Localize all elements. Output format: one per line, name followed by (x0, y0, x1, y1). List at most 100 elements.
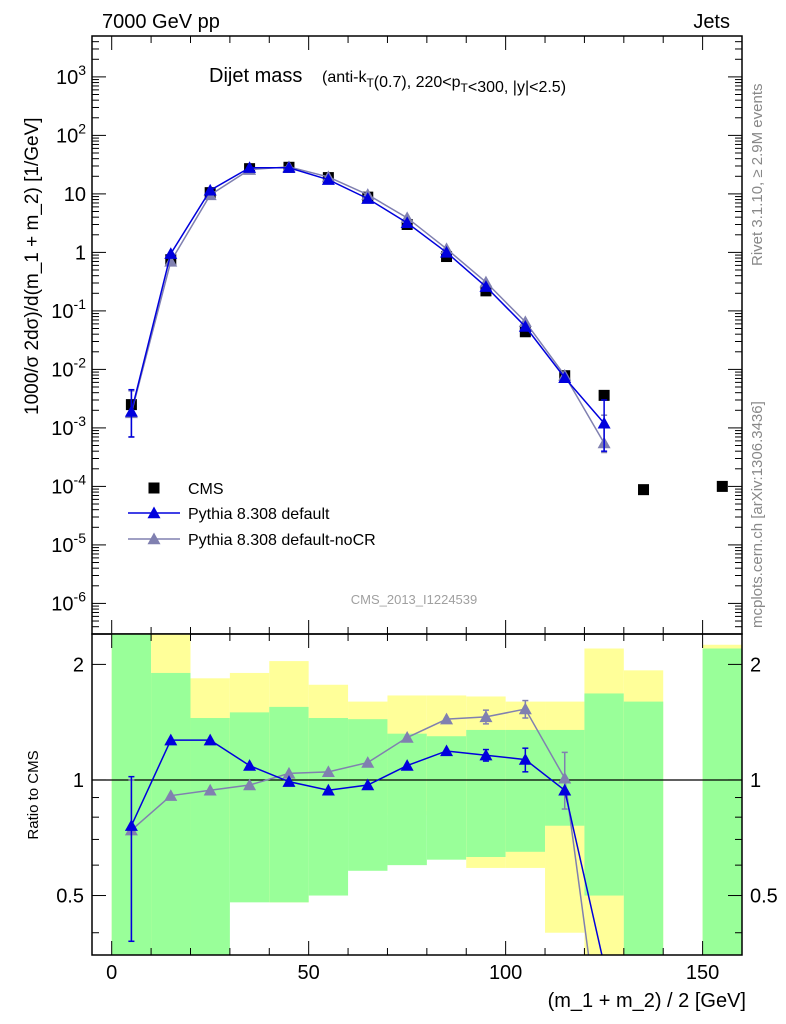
ratio-y-axis: 0.5 0.5 1 1 2 2 (56, 654, 778, 934)
mc-data-point (164, 247, 178, 259)
x-axis: 0 50 100 150 (106, 634, 743, 984)
ratio-y-axis-label: Ratio to CMS (25, 750, 42, 839)
y-tick-label: 10-2 (51, 354, 86, 381)
legend-label: Pythia 8.308 default (188, 506, 330, 523)
main-y-axis: 10-6 10-5 10-4 10-3 10-2 10-1 1 10 102 103 (51, 35, 742, 635)
y-tick-label: 1 (75, 242, 86, 264)
ratio-point (164, 789, 178, 801)
ratio-series-group (124, 699, 603, 955)
x-tick-label: 0 (106, 962, 117, 984)
chart-title: Dijet mass (209, 65, 302, 87)
ratio-point (558, 783, 572, 796)
ratio-y-tick-label: 2 (73, 654, 84, 676)
y-tick-label: 102 (56, 120, 86, 147)
y-tick-label: 103 (56, 62, 86, 89)
legend-label: Pythia 8.308 default-noCR (188, 532, 376, 549)
analysis-watermark: CMS_2013_I1224539 (351, 592, 478, 607)
mc-data-point (321, 173, 335, 185)
inner-uncertainty-band (387, 733, 427, 866)
cms-data-point (716, 480, 728, 492)
inner-uncertainty-band (426, 736, 467, 860)
legend-marker-cms (148, 482, 160, 494)
ratio-point (440, 744, 454, 757)
rivet-version-label: Rivet 3.1.10, ≥ 2.9M events (749, 84, 766, 267)
mc-series-line (130, 166, 605, 444)
x-tick-label: 150 (686, 962, 719, 984)
inner-uncertainty-band (151, 672, 191, 955)
inner-uncertainty-band (348, 719, 388, 871)
category-label: Jets (693, 11, 730, 33)
mc-data-point (361, 192, 375, 204)
ratio-point (558, 771, 572, 784)
ratio-point (400, 731, 414, 743)
ratio-point (124, 819, 138, 831)
cms-data-point (638, 484, 650, 496)
ratio-point (479, 748, 493, 761)
mc-data-point (243, 161, 257, 173)
inner-uncertainty-band (229, 712, 270, 903)
ratio-point (518, 702, 532, 715)
legend-label: CMS (188, 481, 224, 498)
main-series-group (124, 160, 728, 496)
x-axis-label: (m_1 + m_2) / 2 [GeV] (548, 990, 746, 1012)
x-tick-label: 100 (489, 962, 522, 984)
ratio-y-tick-label-right: 1 (750, 770, 761, 792)
ratio-point (479, 710, 493, 723)
inner-uncertainty-band (702, 648, 742, 955)
y-tick-label: 10-4 (51, 471, 86, 498)
y-tick-label: 10-6 (51, 588, 86, 615)
ratio-point (321, 783, 335, 796)
cms-data-point (598, 389, 610, 401)
inner-uncertainty-band (190, 718, 230, 955)
inner-uncertainty-band (623, 701, 664, 955)
x-tick-label: 50 (298, 962, 320, 984)
mc-data-point (440, 245, 454, 258)
mcplots-label: mcplots.cern.ch [arXiv:1306.3436] (749, 401, 766, 628)
ratio-point (203, 733, 217, 746)
ratio-y-tick-label-right: 0.5 (750, 886, 778, 908)
mc-series-line (130, 166, 605, 424)
mc-data-point (282, 161, 296, 173)
cms-data-point (519, 326, 531, 338)
ratio-frame (91, 633, 743, 956)
mc-data-point (597, 416, 611, 429)
y-tick-label: 10-3 (51, 413, 86, 440)
energy-label: 7000 GeV pp (102, 11, 220, 33)
ratio-point (243, 778, 257, 791)
mc-data-point (124, 405, 138, 417)
y-tick-label: 10-1 (51, 296, 86, 323)
main-panel: 10-6 10-5 10-4 10-3 10-2 10-1 1 10 102 103 (51, 35, 743, 635)
legend: CMS Pythia 8.308 default Pythia 8.308 defa… (128, 481, 376, 549)
ratio-point (400, 759, 414, 771)
inner-uncertainty-band (584, 693, 624, 896)
uncertainty-bands (111, 634, 742, 955)
ratio-point (321, 765, 335, 778)
chart-subtitle-text: (anti-kT(0.7), 220<pT<300, |y|<2.5) (322, 69, 566, 96)
mc-data-point (558, 371, 572, 383)
ratio-y-tick-label-right: 2 (750, 654, 761, 676)
ratio-point (203, 783, 217, 796)
chart-subtitle: (anti-kT(0.7), 220<pT<300, |y|<2.5) (322, 69, 566, 96)
ratio-point (164, 733, 178, 746)
y-axis-label: 1000/σ 2dσ)/d(m_1 + m_2) [1/GeV] (22, 117, 43, 415)
y-tick-label: 10 (64, 184, 86, 206)
y-tick-label: 10-5 (51, 530, 86, 557)
legend-marker (147, 532, 161, 545)
ratio-point (518, 753, 532, 765)
ratio-y-tick-label: 0.5 (56, 886, 84, 908)
ratio-point (282, 766, 296, 779)
ratio-point (282, 775, 296, 787)
mc-data-point (479, 280, 493, 292)
inner-uncertainty-band (308, 718, 349, 896)
ratio-point (361, 756, 375, 768)
mc-data-point (518, 320, 532, 332)
ratio-point (440, 712, 454, 725)
mc-data-point (400, 216, 414, 229)
legend-marker (147, 506, 161, 519)
ratio-point (243, 759, 257, 771)
mc-data-point (203, 183, 217, 196)
inner-uncertainty-band (269, 706, 309, 903)
ratio-point (361, 778, 375, 791)
ratio-panel: 0 50 100 150 0.5 0.5 1 1 2 2 (56, 633, 778, 984)
